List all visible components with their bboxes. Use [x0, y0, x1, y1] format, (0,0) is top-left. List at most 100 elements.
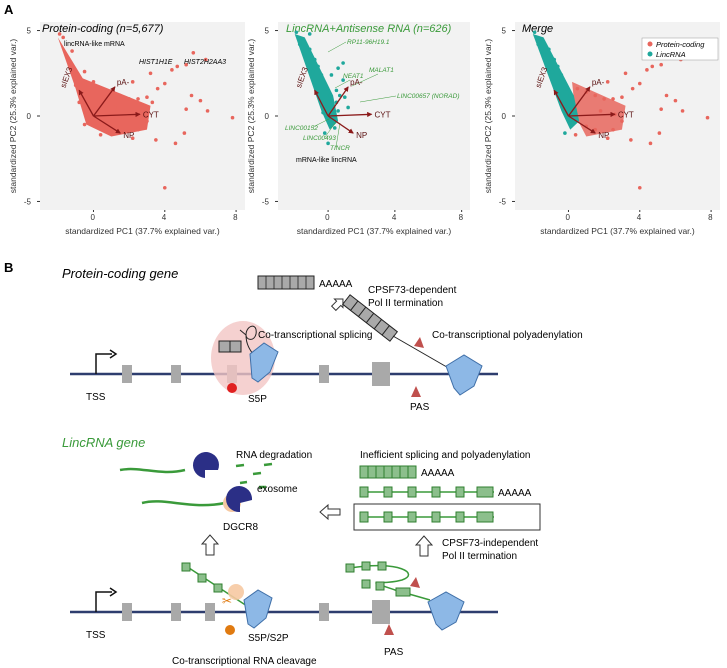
- data-point: [705, 115, 710, 120]
- y-tick-label: -5: [262, 197, 270, 206]
- loading-label: NP: [356, 131, 367, 140]
- y-axis-label: standardized PC2 (25.3% explained var.): [246, 39, 256, 194]
- data-point: [170, 68, 174, 72]
- data-point: [154, 138, 158, 142]
- x-tick-label: 0: [90, 213, 95, 222]
- rna-cleavage-label: Co-transcriptional RNA cleavage: [172, 656, 317, 667]
- loading-arrow: [328, 111, 373, 118]
- upward-arrow-left: [200, 534, 220, 556]
- exosome-label: exosome: [257, 484, 298, 495]
- data-point: [561, 80, 565, 84]
- data-point: [148, 71, 153, 76]
- protein-gene-title: Protein-coding gene: [62, 266, 178, 281]
- data-point: [602, 97, 606, 101]
- annotation-malat1: MALAT1: [369, 67, 394, 74]
- data-point: [332, 126, 337, 130]
- plot-title: LincRNA+Antisense RNA (n=626): [286, 23, 452, 35]
- data-point: [563, 131, 567, 135]
- data-point: [307, 47, 312, 52]
- data-point: [321, 80, 325, 84]
- annotation-linc00493: LINC00493: [303, 135, 336, 142]
- loading-label: pA-: [350, 78, 363, 87]
- annotation-hist1h1e: HIST1H1E: [139, 59, 173, 66]
- pol2-terminating: [445, 354, 483, 396]
- data-point: [312, 57, 317, 62]
- to-degradation-arrow: [319, 503, 341, 521]
- cotranscriptional-splicing-label: Co-transcriptional splicing: [258, 330, 373, 341]
- loading-arrow: [553, 89, 570, 117]
- axes: 0 4 8 5 0 -5 standardized PC1 (37.7% explained…: [8, 27, 238, 236]
- data-point: [175, 64, 180, 69]
- data-point: [113, 105, 117, 110]
- data-point: [657, 131, 662, 135]
- data-point: [297, 42, 302, 47]
- data-point: [680, 109, 685, 113]
- data-point: [319, 73, 324, 77]
- unprocessed-transcript-box: [353, 503, 541, 531]
- loading-label: pA-: [117, 78, 130, 87]
- cpsf73-dependent-label: CPSF73-dependent: [368, 285, 457, 296]
- data-point: [645, 68, 649, 72]
- loading-label: CYT: [374, 110, 390, 119]
- data-point: [664, 93, 669, 98]
- annotation-tincr: TINCR: [330, 145, 350, 152]
- cpsf73-independent-label: CPSF73-independent: [442, 538, 538, 549]
- data-point: [136, 97, 140, 101]
- legend-marker-protein: [647, 41, 653, 47]
- data-point: [77, 100, 82, 105]
- loading-label: CYT: [618, 110, 634, 119]
- data-point: [532, 30, 537, 35]
- data-point: [294, 30, 299, 35]
- data-point: [329, 73, 334, 77]
- panel-a-label: A: [4, 2, 14, 17]
- pas-label: PAS: [410, 402, 430, 413]
- unprocessed-lincrna: [359, 511, 494, 523]
- data-point: [539, 37, 544, 41]
- y-tick-label: 0: [265, 112, 270, 121]
- x-tick-label: 4: [637, 213, 642, 222]
- legend-protein-coding: Protein-coding: [656, 40, 705, 49]
- data-point: [611, 97, 615, 101]
- readthrough-transcript: [345, 561, 431, 601]
- density-band: [532, 33, 580, 130]
- data-point: [324, 86, 329, 91]
- data-point: [346, 105, 350, 110]
- data-point: [564, 86, 569, 91]
- data-point: [118, 127, 123, 132]
- scissors-icon: ✂: [222, 594, 232, 608]
- x-tick-label: 8: [233, 213, 238, 222]
- data-point: [311, 69, 315, 74]
- polya-tail-lincrna-1: AAAAA: [421, 468, 455, 479]
- data-point: [605, 80, 610, 84]
- exosome-pacman-1: [192, 452, 219, 478]
- exons-lincrna: [122, 600, 390, 624]
- x-tick-label: 0: [325, 213, 330, 222]
- pol2-termination-label: Pol II termination: [368, 298, 443, 309]
- dgcr8-label: DGCR8: [223, 522, 258, 533]
- s5p-s2p-phosphate: [225, 625, 235, 635]
- y-tick-label: 5: [27, 27, 32, 36]
- x-tick-label: 8: [708, 213, 713, 222]
- y-tick-label: -5: [499, 197, 507, 206]
- upward-arrow-right: [414, 535, 434, 557]
- data-point: [61, 35, 65, 40]
- data-point: [337, 93, 342, 98]
- data-point: [593, 93, 598, 98]
- annotation-mrna-like-lincrna: mRNA-like lincRNA: [296, 157, 357, 164]
- annotation-lincrna-like-mrna: lincRNA-like mRNA: [64, 41, 125, 48]
- spliced-lincrna: [359, 465, 417, 479]
- microprocessor: [228, 584, 244, 600]
- data-point: [191, 50, 196, 55]
- loading-arrow: [78, 89, 95, 117]
- data-point: [611, 127, 615, 132]
- data-point: [155, 86, 160, 91]
- data-point: [130, 136, 135, 141]
- x-axis-label: standardized PC1 (37.7% explained var.): [540, 226, 695, 236]
- legend-lincrna: LincRNA: [656, 50, 686, 59]
- data-point: [555, 64, 560, 69]
- data-point: [573, 133, 578, 137]
- density-band-protein: [572, 81, 626, 137]
- axes: 0 4 8 5 0 -5 standardized PC1 (37.7% explained…: [246, 27, 464, 236]
- data-point: [321, 110, 325, 115]
